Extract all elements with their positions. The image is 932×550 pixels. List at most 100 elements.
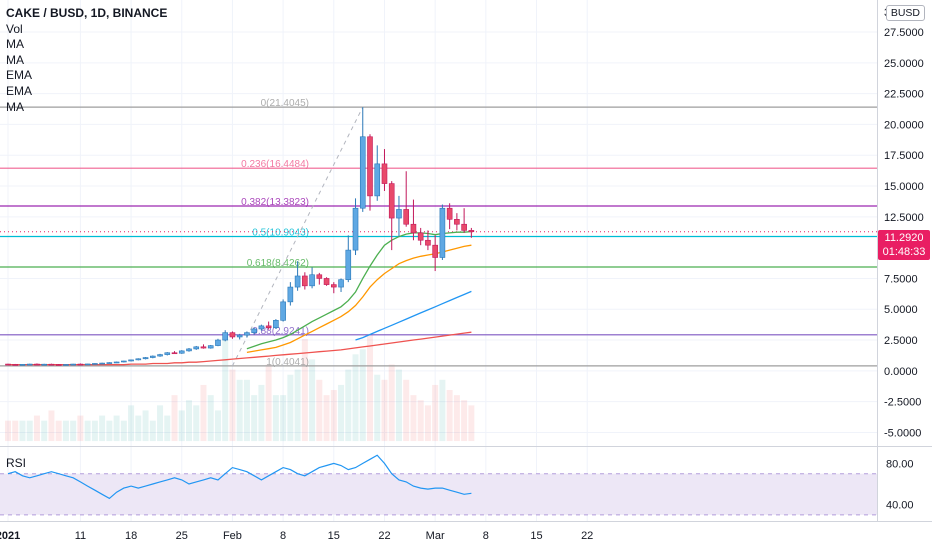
- fib-retracement[interactable]: 0(21.4045) 0.236(16.4484) 0.382(13.3823) 0.…: [0, 98, 877, 368]
- time-tick-label: 25: [176, 530, 188, 542]
- volume-bar: [106, 420, 113, 442]
- volume-bar: [265, 364, 272, 442]
- candle-body: [251, 328, 257, 333]
- volume-bar: [251, 395, 258, 442]
- price-grid: [0, 0, 877, 521]
- volume-bar: [178, 410, 185, 442]
- candle-body: [367, 136, 373, 197]
- volume-bar: [207, 395, 214, 442]
- price-tick-label: 17.5000: [884, 150, 924, 162]
- ema-green-line: [246, 230, 472, 350]
- indicator-ma-3[interactable]: MA: [6, 99, 24, 114]
- volume-bar: [388, 364, 395, 442]
- volume-bar: [301, 338, 308, 442]
- price-tick-label: -5.0000: [884, 427, 921, 439]
- volume-bar: [164, 415, 171, 442]
- volume-bar: [26, 420, 33, 442]
- volume-bar: [142, 410, 149, 442]
- time-tick-label: 22: [378, 530, 390, 542]
- symbol-title[interactable]: CAKE / BUSD, 1D, BINANCE: [6, 6, 168, 20]
- volume-bar: [229, 369, 236, 442]
- rsi-tick-label: 40.00: [886, 500, 914, 512]
- fib-level-label: 0.88(2.9241): [252, 326, 309, 337]
- candle-body: [446, 207, 453, 220]
- candle-body: [84, 363, 91, 366]
- volume-bar: [338, 384, 345, 442]
- volume-bar: [417, 400, 424, 442]
- volume-bar: [395, 369, 402, 442]
- candle-body: [265, 325, 272, 329]
- price-tick-label: 2.5000: [884, 335, 918, 347]
- candle-body: [323, 278, 330, 285]
- volume-bar: [84, 420, 91, 442]
- time-tick-label: 15: [530, 530, 542, 542]
- candle-body: [215, 339, 221, 346]
- fib-level-label: 1(0.4041): [266, 357, 309, 368]
- volume-bar: [149, 420, 156, 442]
- candle-body: [193, 346, 200, 350]
- time-tick-label: 18: [125, 530, 137, 542]
- volume-bar: [468, 405, 475, 442]
- volume-bar: [113, 415, 120, 442]
- rsi-indicator-label[interactable]: RSI: [6, 456, 27, 470]
- last-price-value: 11.2920: [884, 232, 924, 244]
- volume-bar: [410, 395, 417, 442]
- fib-trend-line: [231, 106, 364, 367]
- volume-bar: [33, 415, 40, 442]
- candle-body: [294, 275, 301, 288]
- volume-bar: [99, 415, 106, 442]
- candle-body: [106, 362, 113, 364]
- price-tick-label: 7.5000: [884, 273, 918, 285]
- indicator-vol[interactable]: Vol: [6, 21, 23, 36]
- candlesticks[interactable]: [5, 107, 475, 366]
- volume-bar: [135, 415, 142, 442]
- price-tick-label: 27.5000: [884, 27, 924, 39]
- price-tick-label: 22.5000: [884, 89, 924, 101]
- candle-body: [12, 364, 19, 366]
- volume-bar: [193, 405, 200, 442]
- volume-bar: [453, 395, 460, 442]
- candle-body: [19, 364, 26, 366]
- candle-body: [359, 136, 366, 209]
- volume-bar: [345, 369, 352, 442]
- moving-averages: [8, 230, 472, 366]
- currency-button[interactable]: BUSD: [885, 5, 925, 21]
- candle-body: [5, 363, 11, 366]
- volume-bar: [128, 405, 135, 442]
- rsi-pane: [0, 454, 877, 516]
- volume-bar: [77, 415, 84, 442]
- volume-bar: [12, 420, 19, 442]
- candle-body: [99, 362, 105, 365]
- candle-body: [70, 363, 76, 366]
- rsi-tick-label: 80.00: [886, 458, 914, 470]
- time-tick-label: 8: [280, 530, 286, 542]
- volume-bar: [367, 333, 373, 442]
- rsi-line: [7, 454, 472, 500]
- volume-bar: [186, 400, 192, 442]
- indicator-ma-2[interactable]: MA: [6, 52, 24, 67]
- candle-body: [302, 275, 308, 287]
- volume-bar: [19, 420, 26, 442]
- volume-bar: [157, 405, 164, 442]
- candle-body: [207, 345, 214, 349]
- indicator-ma-1[interactable]: MA: [6, 37, 24, 52]
- volume-bar: [214, 410, 221, 442]
- ma-blue-line: [355, 290, 472, 341]
- indicator-ema-2[interactable]: EMA: [6, 83, 33, 98]
- volume-bar: [374, 374, 381, 442]
- chart-legend: CAKE / BUSD, 1D, BINANCE Vol MA MA EMA E…: [6, 6, 167, 115]
- candle-body: [113, 361, 120, 364]
- volume-bar: [424, 405, 431, 442]
- fib-level-label: 0.618(8.4262): [247, 258, 309, 269]
- candle-body: [316, 274, 323, 279]
- volume-bar: [323, 395, 330, 442]
- candle-body: [236, 334, 243, 338]
- volume-bar: [243, 379, 250, 442]
- volume-bar: [461, 400, 468, 442]
- indicator-ema-1[interactable]: EMA: [6, 68, 33, 83]
- price-tick-label: 15.0000: [884, 181, 924, 193]
- fib-level-label: 0(21.4045): [261, 98, 309, 109]
- candle-body: [374, 163, 381, 197]
- candle-body: [48, 363, 55, 366]
